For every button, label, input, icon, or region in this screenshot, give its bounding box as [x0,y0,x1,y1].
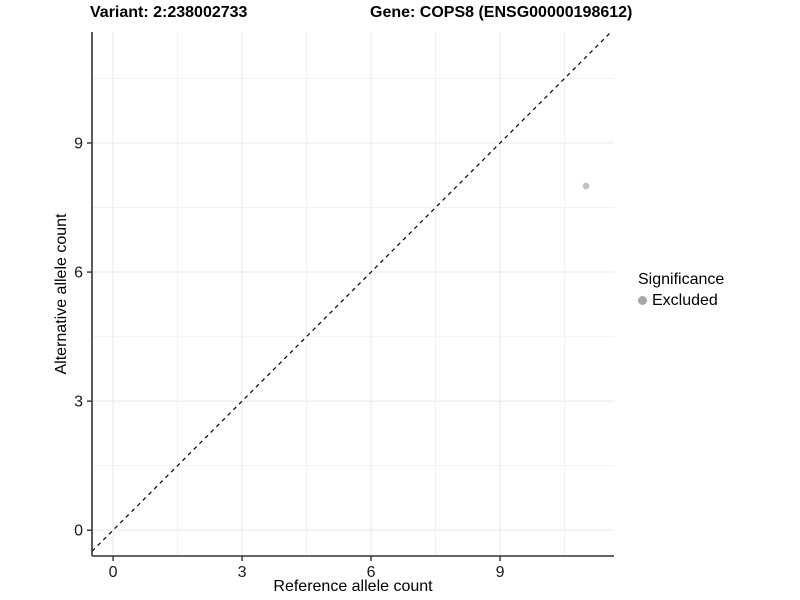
y-tick-label: 6 [74,265,83,282]
data-point [582,182,590,190]
x-tick-label: 6 [367,564,376,581]
legend-title: Significance [638,271,725,288]
legend-entry-label: Excluded [652,292,718,309]
x-tick-label: 9 [496,564,505,581]
gene-title: Gene: COPS8 (ENSG00000198612) [370,4,633,21]
x-tick-label: 3 [238,564,247,581]
legend: Significance Excluded [638,271,724,309]
identity-line [91,31,612,552]
x-axis-label: Reference allele count [273,578,433,595]
y-tick-label: 9 [74,135,83,152]
variant-title: Variant: 2:238002733 [90,4,248,21]
legend-point-icon [638,296,647,305]
y-tick-label: 0 [74,523,83,540]
legend-entry-excluded: Excluded [638,292,724,309]
y-axis-label: Alternative allele count [53,213,70,375]
y-tick-label: 3 [74,394,83,411]
x-tick-label: 0 [109,564,118,581]
